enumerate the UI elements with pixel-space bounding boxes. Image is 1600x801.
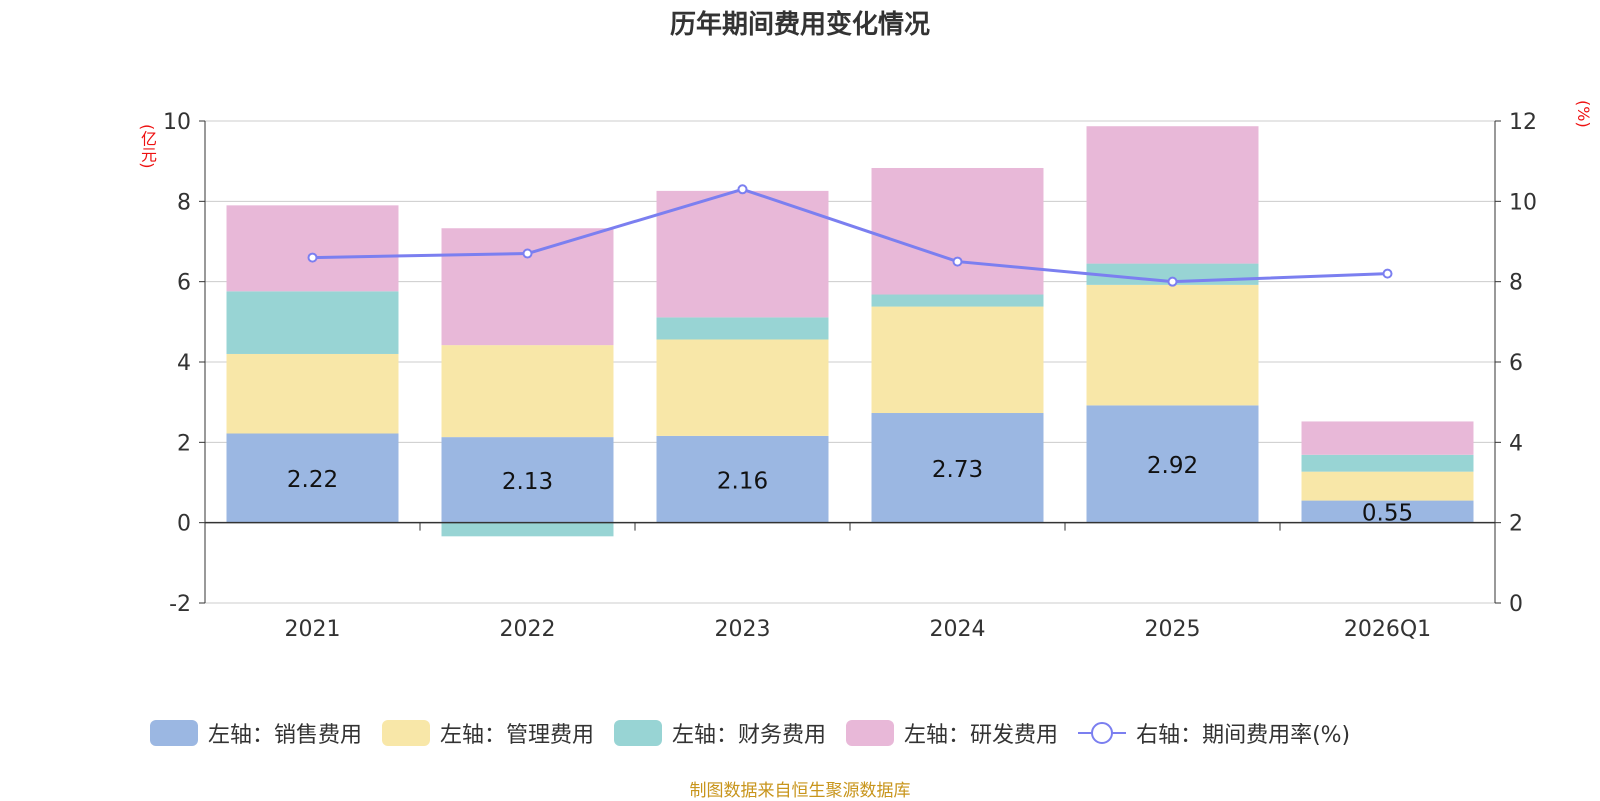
legend-swatch-expense-rate: [1078, 720, 1127, 746]
legend-swatch-rnd: [846, 720, 895, 746]
bar-segment: [656, 339, 829, 436]
legend-label-admin: 左轴：管理费用: [440, 723, 595, 748]
bar-segment: [871, 306, 1044, 414]
right-axis-tick-label: 2: [1509, 512, 1523, 537]
right-axis-tick-label: 10: [1509, 190, 1537, 215]
legend-swatch-admin: [382, 720, 431, 746]
legend-item-expense-rate[interactable]: 右轴：期间费用率(%): [1078, 717, 1350, 749]
bar-segment: [226, 433, 399, 523]
chart-plot: -2 0 2 4 6 8 10 0 2 4 6 8 10 12 2.22 2.13 2.16 2.73 2.92 0.…: [163, 110, 1537, 642]
left-axis-tick-label: 10: [163, 110, 191, 135]
x-axis-label: 2025: [1145, 617, 1201, 642]
bar-segment: [226, 205, 399, 292]
bar-segment: [226, 291, 399, 354]
legend-label-expense-rate: 右轴：期间费用率(%): [1136, 723, 1351, 748]
legend-item-rnd[interactable]: 左轴：研发费用: [846, 717, 1058, 749]
bar-segment: [1301, 421, 1474, 455]
bar-segment: [656, 190, 829, 318]
expense-rate-point: [952, 256, 963, 267]
left-axis-tick-label: 6: [177, 271, 191, 296]
x-axis-label: 2023: [715, 617, 771, 642]
left-axis-tick-label: -2: [169, 592, 191, 617]
right-axis-tick-label: 0: [1509, 592, 1523, 617]
bar-segment: [226, 353, 399, 434]
left-axis-tick-label: 4: [177, 351, 191, 376]
bar-segment: [1086, 284, 1259, 406]
right-axis-unit: (%): [1574, 100, 1593, 128]
x-axis-label: 2022: [500, 617, 556, 642]
bar-segment: [871, 167, 1044, 295]
data-label: 2.73: [932, 457, 983, 483]
source-note: 制图数据来自恒生聚源数据库: [689, 781, 911, 801]
data-label: 2.16: [717, 468, 768, 494]
right-axis-tick-label: 12: [1509, 110, 1537, 135]
bar-segment: [1301, 500, 1474, 523]
bar-segment: [656, 317, 829, 340]
data-label: 2.92: [1147, 453, 1198, 479]
bar-segment: [656, 435, 829, 523]
chart-title: 历年期间费用变化情况: [669, 10, 930, 40]
legend-item-admin[interactable]: 左轴：管理费用: [382, 717, 594, 749]
expense-rate-point: [737, 184, 748, 195]
legend-item-sales[interactable]: 左轴：销售费用: [150, 717, 362, 749]
right-axis-tick-label: 6: [1509, 351, 1523, 376]
bar-segment: [441, 522, 614, 537]
legend-label-finance: 左轴：财务费用: [672, 723, 827, 748]
expense-rate-line: [312, 187, 1388, 284]
data-label: 2.22: [287, 467, 338, 493]
legend-swatch-finance: [614, 720, 663, 746]
bar-segment: [871, 413, 1044, 523]
x-axis-label: 2026Q1: [1344, 617, 1431, 642]
legend-item-finance[interactable]: 左轴：财务费用: [614, 717, 826, 749]
expense-rate-point: [1382, 268, 1393, 279]
data-label: 0.55: [1362, 501, 1413, 527]
bar-segment: [441, 345, 614, 438]
bar-segment: [441, 437, 614, 523]
bar-segment: [1301, 454, 1474, 472]
bar-segment: [1086, 405, 1259, 523]
x-axis-label: 2021: [285, 617, 341, 642]
expense-rate-point: [307, 252, 318, 263]
legend: 左轴：销售费用 左轴：管理费用 左轴：财务费用 左轴：研发费用 右轴：期间费用率…: [150, 718, 1370, 748]
expense-rate-point: [1167, 276, 1178, 287]
right-axis-tick-label: 8: [1509, 271, 1523, 296]
left-axis-tick-label: 8: [177, 190, 191, 215]
bar-segment: [1301, 471, 1474, 501]
bar-segment: [871, 294, 1044, 307]
legend-label-rnd: 左轴：研发费用: [904, 723, 1059, 748]
legend-swatch-sales: [150, 720, 198, 746]
bar-segment: [1086, 126, 1259, 264]
left-axis-tick-label: 2: [177, 431, 191, 456]
legend-label-sales: 左轴：销售费用: [208, 723, 363, 748]
data-label: 2.13: [502, 469, 553, 495]
bar-segment: [441, 228, 614, 346]
right-axis-tick-label: 4: [1509, 431, 1523, 456]
expense-rate-point: [522, 248, 533, 259]
left-axis-unit: (亿元): [138, 124, 157, 169]
left-axis-tick-label: 0: [177, 512, 191, 537]
x-axis-label: 2024: [930, 617, 986, 642]
